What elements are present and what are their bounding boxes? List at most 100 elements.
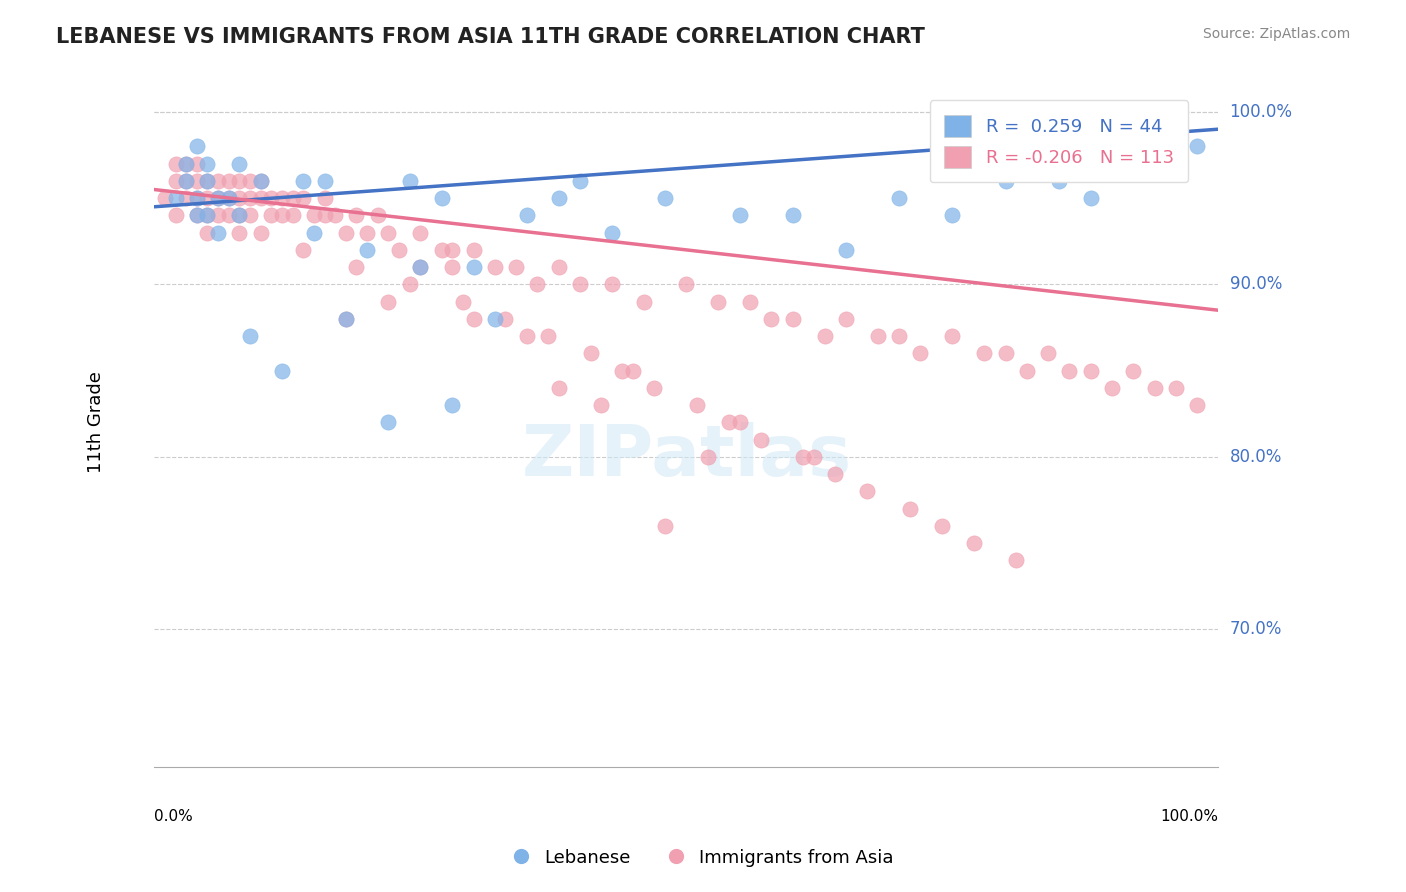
Point: [814, 329, 837, 343]
Text: 100.0%: 100.0%: [1230, 103, 1292, 121]
Point: [537, 329, 560, 343]
Point: [898, 501, 921, 516]
Point: [228, 156, 250, 170]
Point: [547, 191, 569, 205]
Point: [782, 311, 804, 326]
Point: [197, 174, 219, 188]
Point: [1122, 363, 1144, 377]
Point: [197, 208, 219, 222]
Point: [1164, 381, 1187, 395]
Point: [218, 174, 240, 188]
Text: LEBANESE VS IMMIGRANTS FROM ASIA 11TH GRADE CORRELATION CHART: LEBANESE VS IMMIGRANTS FROM ASIA 11TH GR…: [56, 27, 925, 46]
Point: [207, 174, 229, 188]
Point: [197, 191, 219, 205]
Point: [717, 415, 740, 429]
Point: [314, 208, 336, 222]
Point: [484, 260, 506, 274]
Point: [441, 260, 464, 274]
Point: [335, 311, 357, 326]
Point: [207, 191, 229, 205]
Point: [228, 226, 250, 240]
Point: [398, 174, 420, 188]
Point: [165, 208, 187, 222]
Text: ZIPatlas: ZIPatlas: [522, 422, 852, 491]
Point: [228, 208, 250, 222]
Point: [516, 208, 538, 222]
Point: [174, 191, 197, 205]
Point: [633, 294, 655, 309]
Point: [1038, 346, 1060, 360]
Point: [271, 363, 294, 377]
Point: [994, 346, 1017, 360]
Point: [186, 139, 208, 153]
Point: [484, 311, 506, 326]
Point: [346, 260, 368, 274]
Point: [516, 329, 538, 343]
Point: [314, 191, 336, 205]
Point: [740, 294, 762, 309]
Point: [409, 260, 432, 274]
Point: [856, 484, 879, 499]
Point: [165, 156, 187, 170]
Point: [707, 294, 730, 309]
Point: [292, 174, 315, 188]
Point: [377, 226, 399, 240]
Point: [600, 226, 623, 240]
Point: [239, 208, 262, 222]
Point: [621, 363, 644, 377]
Point: [377, 294, 399, 309]
Point: [749, 433, 772, 447]
Point: [941, 208, 963, 222]
Point: [441, 398, 464, 412]
Point: [186, 208, 208, 222]
Point: [302, 208, 325, 222]
Point: [463, 260, 485, 274]
Point: [963, 536, 986, 550]
Point: [314, 174, 336, 188]
Point: [1059, 363, 1081, 377]
Point: [249, 174, 271, 188]
Point: [186, 191, 208, 205]
Point: [249, 174, 271, 188]
Point: [579, 346, 602, 360]
Point: [591, 398, 613, 412]
Text: 90.0%: 90.0%: [1230, 276, 1282, 293]
Point: [409, 260, 432, 274]
Point: [249, 226, 271, 240]
Point: [941, 329, 963, 343]
Point: [1015, 363, 1038, 377]
Point: [451, 294, 474, 309]
Point: [292, 243, 315, 257]
Point: [207, 208, 229, 222]
Point: [547, 381, 569, 395]
Point: [335, 226, 357, 240]
Point: [239, 174, 262, 188]
Point: [1080, 191, 1102, 205]
Point: [782, 208, 804, 222]
Point: [249, 191, 271, 205]
Point: [654, 191, 676, 205]
Text: 11th Grade: 11th Grade: [87, 371, 104, 474]
Point: [696, 450, 718, 464]
Point: [675, 277, 697, 292]
Point: [197, 226, 219, 240]
Point: [335, 311, 357, 326]
Point: [174, 156, 197, 170]
Point: [388, 243, 411, 257]
Point: [367, 208, 389, 222]
Point: [889, 191, 911, 205]
Point: [430, 243, 453, 257]
Point: [218, 191, 240, 205]
Point: [302, 226, 325, 240]
Point: [973, 346, 995, 360]
Point: [1101, 381, 1123, 395]
Point: [165, 191, 187, 205]
Point: [824, 467, 846, 481]
Point: [346, 208, 368, 222]
Point: [260, 191, 283, 205]
Point: [228, 191, 250, 205]
Point: [835, 243, 858, 257]
Point: [292, 191, 315, 205]
Point: [994, 174, 1017, 188]
Point: [612, 363, 634, 377]
